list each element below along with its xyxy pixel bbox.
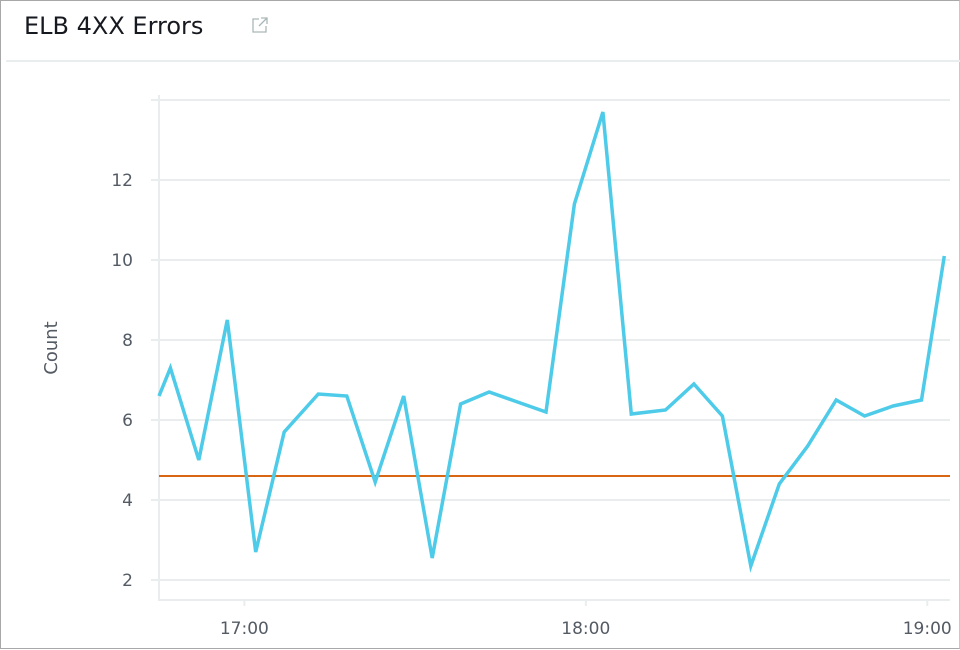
y-axis-label: Count <box>41 321 62 374</box>
widget-title: ELB 4XX Errors <box>24 12 204 40</box>
y-tick-label: 8 <box>122 331 133 351</box>
y-tick-label: 12 <box>111 171 133 191</box>
y-tick-label: 2 <box>122 571 133 591</box>
header-divider <box>6 60 960 62</box>
y-tick-label: 4 <box>122 491 133 511</box>
x-tick-label: 17:00 <box>220 619 269 639</box>
y-tick-label: 6 <box>122 411 133 431</box>
external-link-icon[interactable] <box>250 15 270 35</box>
x-tick-label: 19:00 <box>903 619 952 639</box>
y-tick-label: 10 <box>111 251 133 271</box>
x-tick-label: 18:00 <box>561 619 610 639</box>
